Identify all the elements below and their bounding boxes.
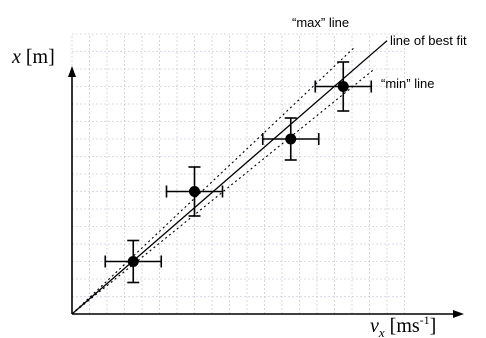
data-point-group xyxy=(165,166,224,217)
grid xyxy=(71,33,405,315)
x-axis-label-sub: x xyxy=(378,325,385,338)
data-point xyxy=(189,186,200,197)
x-axis-label-var: v xyxy=(370,315,379,337)
x-axis-label: vx [ms-1] xyxy=(370,313,436,338)
data-point-group xyxy=(261,117,320,161)
y-axis-label-var: x xyxy=(11,46,21,68)
data-point xyxy=(337,81,349,92)
y-axis-label: x [m] xyxy=(11,46,55,68)
x-axis-arrow xyxy=(453,310,464,318)
data-points xyxy=(104,61,373,284)
min-line-label: “min” line xyxy=(381,76,434,91)
best-fit-line-label: line of best fit xyxy=(390,33,467,48)
data-point xyxy=(285,133,297,145)
data-point-group xyxy=(104,239,163,284)
x-axis-label-unit-open: [ms xyxy=(385,315,420,337)
max-line-label: “max” line xyxy=(292,15,349,30)
y-axis-label-unit: [m] xyxy=(21,46,55,68)
data-point xyxy=(127,256,139,267)
x-axis-label-unit-close: ] xyxy=(430,315,437,337)
axes xyxy=(68,66,464,318)
x-axis-label-sup: -1 xyxy=(420,313,430,327)
y-axis-arrow xyxy=(68,66,76,77)
data-point-group xyxy=(314,61,373,112)
